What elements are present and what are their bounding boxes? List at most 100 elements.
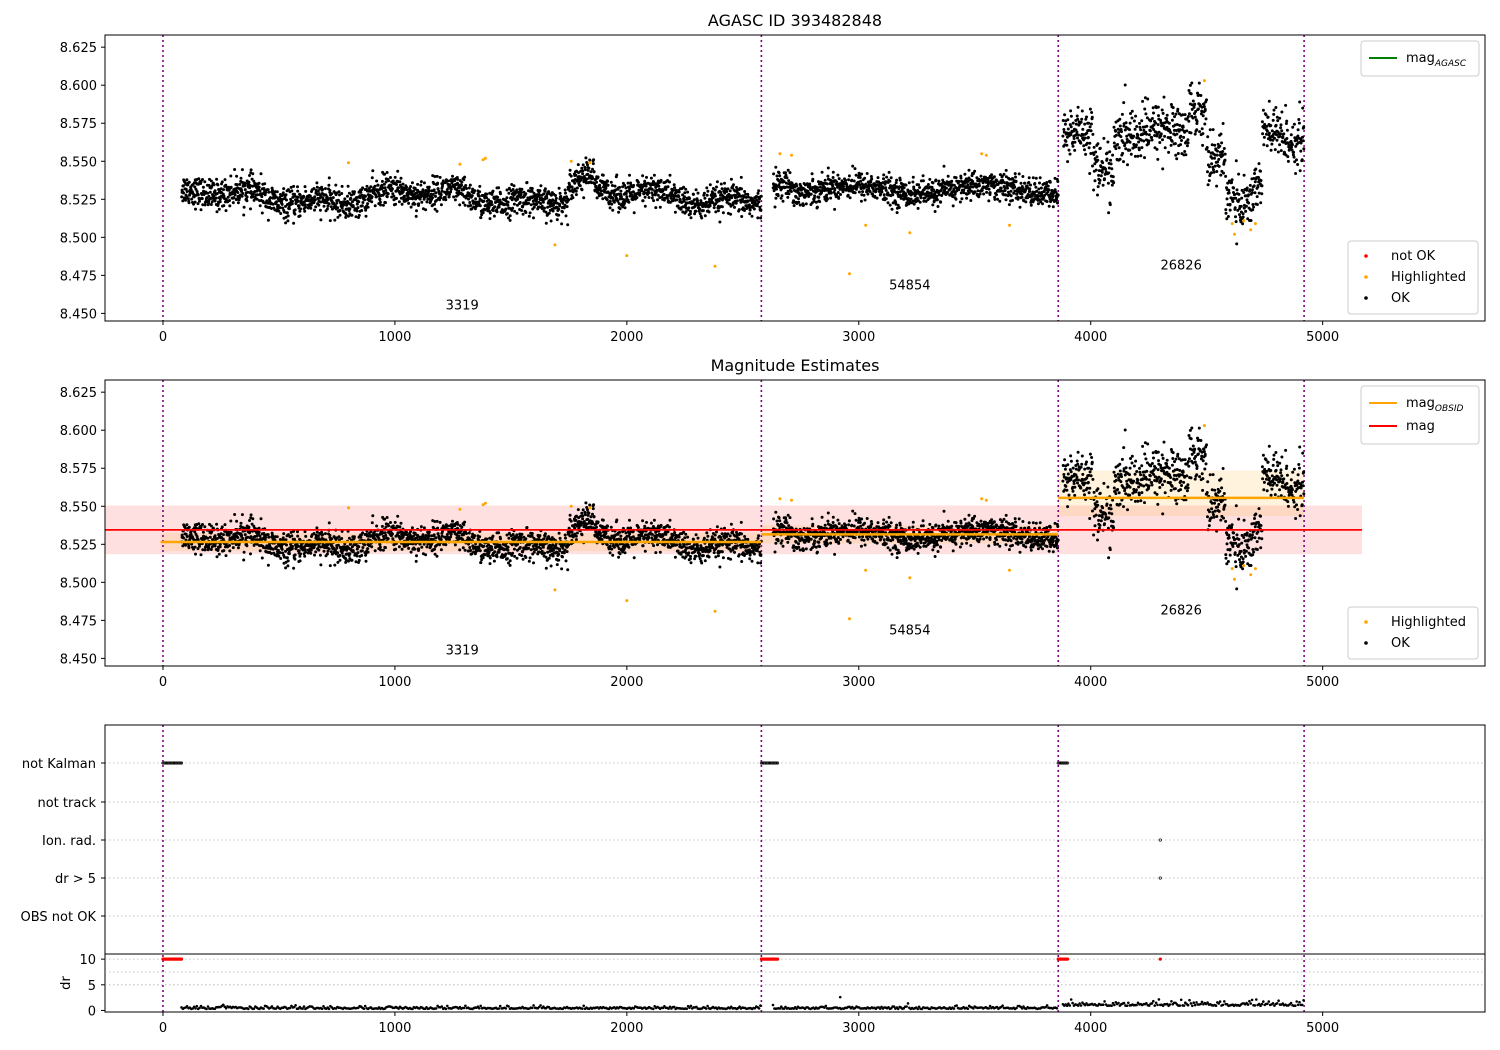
ok-point bbox=[1100, 170, 1104, 174]
ok-point bbox=[1117, 146, 1121, 150]
ok-point bbox=[1112, 181, 1116, 185]
ok-point bbox=[810, 172, 814, 176]
ok-point bbox=[1109, 158, 1113, 162]
ok-point bbox=[589, 181, 593, 185]
ok-point bbox=[977, 184, 981, 188]
ok-point bbox=[1138, 121, 1141, 125]
ok-point bbox=[818, 185, 822, 189]
ok-point bbox=[1071, 144, 1075, 148]
ok-point bbox=[926, 183, 930, 186]
ok-point bbox=[831, 170, 835, 174]
ok-point bbox=[647, 191, 651, 195]
ok-point bbox=[251, 517, 255, 521]
ok-point bbox=[1279, 126, 1283, 130]
ok-point bbox=[1221, 122, 1225, 125]
ok-point bbox=[737, 208, 741, 212]
ok-point bbox=[201, 178, 204, 181]
ok-point bbox=[775, 187, 778, 191]
ok-point bbox=[1206, 183, 1210, 187]
ok-point bbox=[231, 201, 235, 205]
ok-point bbox=[1267, 99, 1271, 103]
ok-point bbox=[668, 180, 671, 184]
ok-point bbox=[1004, 168, 1008, 172]
ok-point bbox=[715, 180, 719, 184]
ok-point bbox=[370, 545, 374, 549]
ok-point bbox=[1257, 191, 1261, 195]
ok-point bbox=[515, 188, 519, 192]
ok-point bbox=[759, 208, 763, 212]
ok-point bbox=[328, 188, 332, 192]
ok-point bbox=[370, 521, 374, 525]
ok-point bbox=[313, 553, 316, 557]
ok-point bbox=[319, 563, 323, 567]
ok-point bbox=[292, 566, 296, 570]
ok-point bbox=[328, 219, 332, 223]
ok-point bbox=[249, 552, 252, 556]
ok-point bbox=[285, 211, 289, 215]
ok-point bbox=[1097, 181, 1101, 185]
ok-point bbox=[296, 199, 300, 203]
ok-point bbox=[1144, 112, 1148, 116]
ok-point bbox=[943, 188, 947, 192]
ok-point bbox=[312, 187, 316, 190]
ok-point bbox=[1254, 167, 1258, 171]
ok-point bbox=[1173, 142, 1177, 146]
ok-point bbox=[1034, 185, 1038, 189]
ok-point bbox=[1009, 194, 1013, 198]
ok-point bbox=[575, 169, 578, 173]
ok-point bbox=[384, 201, 387, 205]
ok-point bbox=[490, 203, 494, 206]
ok-point bbox=[1036, 194, 1040, 198]
ok-point bbox=[1104, 167, 1108, 171]
ok-point bbox=[1260, 192, 1264, 196]
ok-point bbox=[298, 193, 302, 197]
ok-point bbox=[649, 176, 653, 180]
ok-point bbox=[777, 171, 781, 175]
ok-point bbox=[698, 212, 702, 216]
ok-point bbox=[606, 179, 610, 183]
ok-point bbox=[1130, 109, 1134, 113]
ok-point bbox=[336, 215, 340, 219]
ok-point bbox=[1244, 209, 1248, 213]
ok-point bbox=[381, 203, 385, 207]
ok-point bbox=[752, 207, 756, 211]
ok-point bbox=[863, 176, 867, 180]
ok-point bbox=[950, 179, 954, 183]
ok-point bbox=[391, 192, 395, 196]
ok-point bbox=[829, 196, 833, 200]
ok-point bbox=[980, 188, 984, 192]
ok-point bbox=[1252, 205, 1256, 209]
ok-point bbox=[1073, 148, 1077, 152]
x-tick-label: 3000 bbox=[842, 330, 875, 345]
ok-point bbox=[1201, 143, 1205, 147]
ok-point bbox=[1181, 125, 1185, 129]
ok-point bbox=[478, 190, 482, 194]
ok-point bbox=[500, 208, 504, 212]
ok-point bbox=[1248, 183, 1252, 187]
ok-point bbox=[1111, 153, 1115, 157]
legend-label-main: mag bbox=[1406, 51, 1435, 66]
ok-point bbox=[798, 194, 802, 198]
ok-point bbox=[580, 166, 584, 170]
panel1-title: AGASC ID 393482848 bbox=[708, 11, 882, 30]
ok-point bbox=[395, 196, 398, 200]
ok-point bbox=[1019, 181, 1023, 185]
ok-point bbox=[201, 530, 205, 534]
ok-point bbox=[373, 549, 377, 553]
ok-point bbox=[424, 208, 428, 212]
ok-point bbox=[361, 186, 365, 190]
ok-point bbox=[1197, 81, 1201, 85]
ok-point bbox=[1135, 125, 1139, 128]
ok-point bbox=[287, 552, 291, 556]
ok-point bbox=[518, 201, 522, 204]
ok-point bbox=[895, 211, 899, 215]
ok-point bbox=[774, 196, 778, 200]
ok-point bbox=[543, 189, 547, 193]
highlighted-point bbox=[980, 152, 984, 156]
ok-point bbox=[966, 186, 969, 189]
ok-point bbox=[1045, 200, 1049, 203]
ok-point bbox=[1094, 168, 1098, 172]
ok-point bbox=[456, 177, 460, 181]
ok-point bbox=[338, 558, 342, 562]
ok-point bbox=[236, 536, 240, 539]
